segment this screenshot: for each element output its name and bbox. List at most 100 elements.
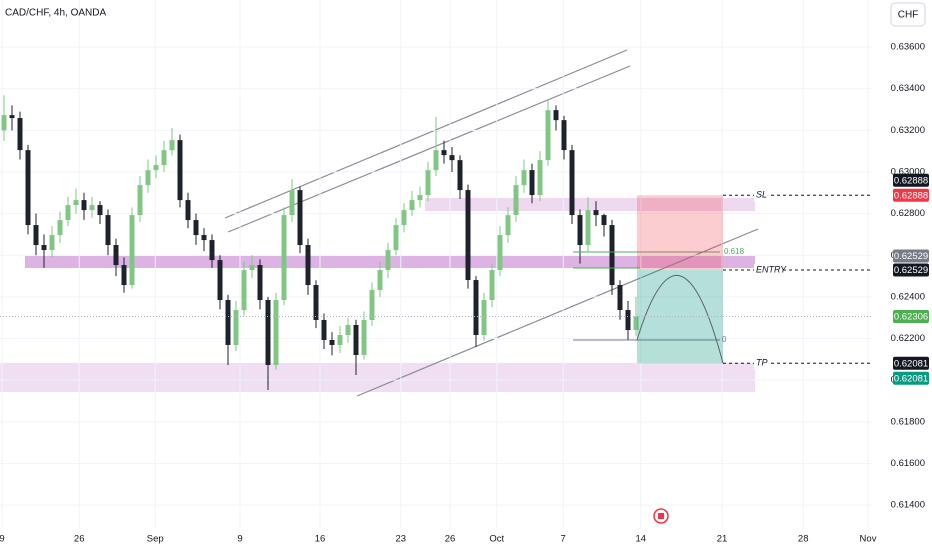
x-tick-label: 26 [445, 534, 456, 545]
overlay: 0.618 0 SL ENTRY TP [0, 189, 872, 370]
last-price-badge [893, 309, 929, 323]
candle-body [337, 334, 343, 345]
candle-body [153, 165, 159, 171]
candle-body [193, 220, 199, 236]
level-badge-label: 0.62888 [894, 190, 928, 201]
x-tick-label: 9 [0, 534, 5, 545]
candle-body [225, 300, 231, 345]
candle-body [609, 225, 615, 286]
y-tick-label: 0.61800 [891, 416, 925, 427]
candle-body [89, 205, 95, 211]
candle-body [345, 325, 351, 335]
candle-body [593, 210, 599, 216]
candle-body [185, 200, 191, 221]
candle-body [513, 185, 519, 216]
channel-line [356, 228, 759, 397]
candles [1, 95, 639, 390]
level-badge-label: 0.62081 [894, 373, 928, 384]
candle-body [521, 170, 527, 186]
chart-title: CAD/CHF, 4h, OANDA [5, 8, 106, 19]
flag-icon [658, 513, 664, 519]
candle-body [33, 225, 39, 246]
x-tick-label: 26 [74, 534, 85, 545]
candle-body [313, 285, 319, 321]
candle-body [353, 325, 359, 355]
candle-body [553, 110, 559, 121]
candle-body [121, 265, 127, 286]
level-name: ENTRY [756, 264, 787, 274]
candle-body [49, 235, 55, 251]
candle-body [537, 160, 543, 196]
candle-body [113, 245, 119, 266]
candle-body [385, 250, 391, 271]
candle-body [425, 170, 431, 196]
candle-body [65, 205, 71, 221]
candle-body [73, 200, 79, 206]
candle-body [233, 310, 239, 345]
candle-body [577, 215, 583, 246]
x-tick-label: 23 [396, 534, 407, 545]
candle-body [289, 190, 295, 216]
candle-body [297, 190, 303, 246]
candle-body [361, 320, 367, 355]
candle-body [177, 140, 183, 201]
currency-button[interactable] [890, 2, 926, 27]
candle-body [105, 215, 111, 246]
fib-label: 0.618 [724, 247, 745, 256]
last-price-badge-label: 0.62306 [894, 311, 928, 322]
x-tick-label: Oct [489, 534, 504, 545]
candle-body [481, 300, 487, 335]
candle-body [305, 245, 311, 286]
candle-body [17, 118, 23, 151]
candle-body [465, 190, 471, 281]
candle-body [601, 215, 607, 226]
candle-body [393, 225, 399, 251]
level-badge-label: 0.62529 [894, 265, 928, 276]
candle-body [497, 235, 503, 271]
candle-body [433, 150, 439, 171]
level-name: TP [756, 358, 768, 368]
stop-zone [637, 195, 723, 271]
x-tick-label: 16 [315, 534, 326, 545]
candle-body [41, 245, 47, 251]
level-badge [893, 249, 929, 263]
level-name-bg [754, 264, 780, 277]
level-badge [893, 173, 929, 187]
projection-arc [636, 275, 724, 364]
candle-body [129, 215, 135, 286]
y-tick-label: 0.61400 [891, 500, 925, 511]
y-tick-label: 0.62400 [891, 291, 925, 302]
candle-body [257, 265, 263, 301]
x-tick-label: 21 [717, 534, 728, 545]
candle-body [633, 316, 639, 330]
candle-body [417, 195, 423, 201]
candle-body [625, 310, 631, 330]
candle-body [169, 140, 175, 151]
candle-body [561, 120, 567, 151]
x-tick-label: 28 [798, 534, 809, 545]
candle-body [249, 265, 255, 271]
fib-label: 0 [722, 335, 727, 344]
x-tick-label: 7 [561, 534, 566, 545]
y-tick-label: 0.62200 [891, 333, 925, 344]
candle-body [161, 150, 167, 166]
candle-body [329, 339, 335, 345]
level-badge [893, 263, 929, 277]
x-tick-label: Nov [860, 534, 877, 545]
candle-body [377, 270, 383, 291]
level-badge-label: 0.62529 [894, 251, 928, 262]
candle-body [489, 270, 495, 301]
candle-body [57, 220, 63, 236]
y-tick-label: 0.62800 [891, 208, 925, 219]
x-tick-label: 9 [237, 534, 242, 545]
candle-body [265, 300, 271, 365]
y-tick-label: 0.63400 [891, 83, 925, 94]
target-zone [637, 270, 723, 364]
level-name-bg [754, 357, 768, 370]
level-badge-label: 0.62081 [894, 358, 928, 369]
candle-body [281, 215, 287, 301]
candle-body [457, 160, 463, 191]
candle-body [449, 155, 455, 161]
candle-body [473, 280, 479, 335]
